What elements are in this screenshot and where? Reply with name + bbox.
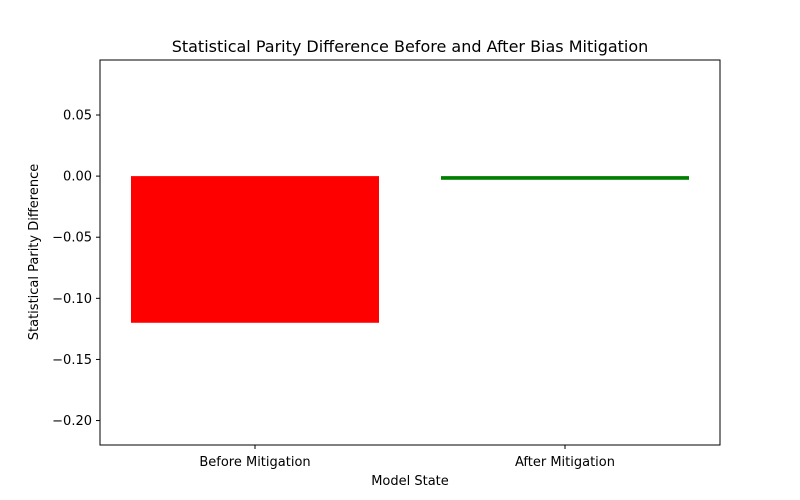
x-axis-label: Model State bbox=[371, 474, 449, 489]
y-axis-label: Statistical Parity Difference bbox=[27, 164, 42, 340]
bar-after-mitigation bbox=[441, 176, 689, 180]
plot-frame bbox=[99, 59, 721, 446]
y-tick-label: 0.00 bbox=[63, 170, 92, 185]
y-tick-label: −0.10 bbox=[52, 292, 92, 307]
x-axis: Before Mitigation After Mitigation bbox=[199, 445, 615, 470]
x-tick-label: After Mitigation bbox=[515, 455, 615, 470]
y-tick-label: −0.05 bbox=[52, 231, 92, 246]
y-axis: −0.20 −0.15 −0.10 −0.05 0.00 0.05 bbox=[52, 109, 100, 429]
chart-title: Statistical Parity Difference Before and… bbox=[172, 37, 649, 56]
y-tick-label: −0.20 bbox=[52, 414, 92, 429]
bars-group bbox=[131, 176, 689, 323]
x-tick-label: Before Mitigation bbox=[199, 455, 310, 470]
y-tick-label: 0.05 bbox=[63, 109, 92, 124]
bar-before-mitigation bbox=[131, 176, 379, 323]
y-tick-label: −0.15 bbox=[52, 353, 92, 368]
